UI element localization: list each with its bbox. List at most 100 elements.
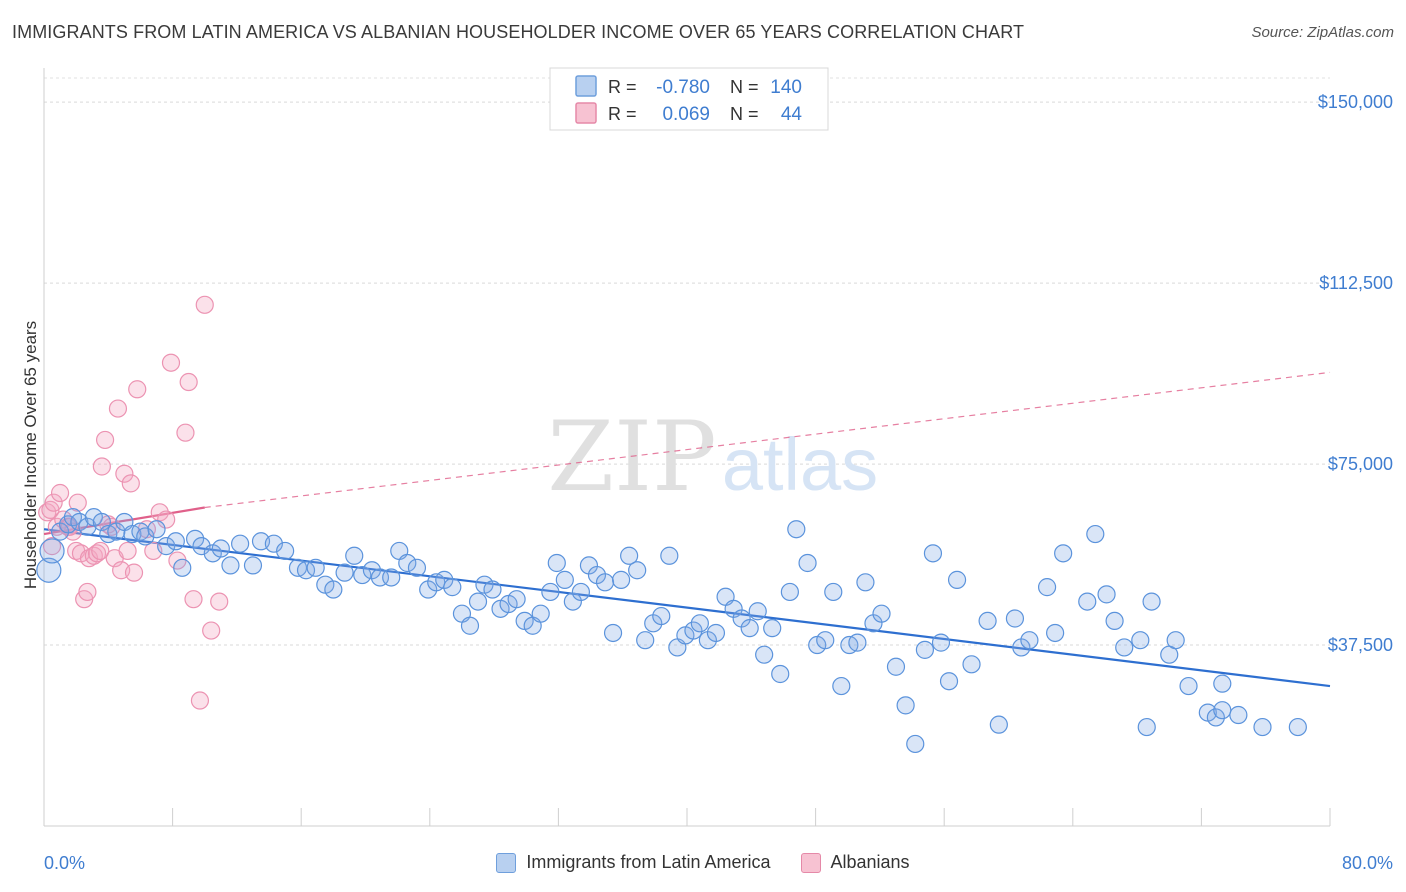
latin-america-point xyxy=(1037,578,1057,597)
latin-america-point xyxy=(460,616,480,635)
latin-america-point xyxy=(1005,609,1025,628)
legend-r-value: 0.069 xyxy=(662,104,710,125)
albanians-trend-extension xyxy=(204,371,1331,509)
albanians-point xyxy=(128,380,147,399)
albanians-point xyxy=(157,510,176,529)
albanians-point xyxy=(50,483,70,503)
latin-america-point xyxy=(382,568,401,587)
albanians-point xyxy=(190,691,210,710)
y-tick-label: $112,500 xyxy=(1319,273,1393,293)
legend-r-value: -0.780 xyxy=(656,77,710,98)
chart-title: IMMIGRANTS FROM LATIN AMERICA VS ALBANIA… xyxy=(12,22,1025,42)
latin-america-point xyxy=(398,553,417,573)
albanians-point xyxy=(87,544,107,563)
latin-america-point xyxy=(690,614,709,633)
albanians-point xyxy=(42,537,62,556)
albanians-point xyxy=(95,430,115,450)
latin-america-point xyxy=(848,633,867,652)
latin-america-point xyxy=(345,546,364,565)
latin-america-point xyxy=(39,538,65,564)
latin-america-point xyxy=(1137,717,1156,737)
albanians-point xyxy=(124,563,144,582)
legend-item-latin-america: Immigrants from Latin America xyxy=(496,852,771,873)
albanians-point xyxy=(78,582,97,602)
latin-america-point xyxy=(1213,701,1232,720)
albanians-point xyxy=(68,493,87,512)
latin-america-point xyxy=(660,546,679,565)
latin-america-point xyxy=(798,553,817,573)
latin-america-point xyxy=(531,604,550,623)
legend-label-albanians: Albanians xyxy=(830,852,910,872)
y-tick-label: $37,500 xyxy=(1328,635,1393,655)
latin-america-point xyxy=(595,573,615,592)
latin-america-point xyxy=(931,633,951,652)
albanians-point xyxy=(38,503,57,522)
latin-america-point xyxy=(541,582,560,602)
watermark-zip: ZIP xyxy=(547,401,716,513)
y-tick-labels: $37,500 $75,000 $112,500 $150,000 xyxy=(1318,92,1393,655)
albanians-point xyxy=(184,590,203,609)
latin-america-point xyxy=(915,640,935,659)
albanians-point xyxy=(44,493,63,512)
latin-america-point xyxy=(173,558,192,577)
latin-america-point xyxy=(824,582,843,602)
albanians-point xyxy=(202,621,221,640)
latin-america-point xyxy=(755,645,774,664)
latin-america-point xyxy=(780,582,799,602)
latin-america-point xyxy=(989,715,1008,734)
latin-america-point xyxy=(684,621,703,640)
latin-america-point xyxy=(468,592,488,611)
source-label: Source: ZipAtlas.com xyxy=(1251,24,1394,41)
latin-america-point xyxy=(221,556,240,575)
latin-america-point xyxy=(906,734,925,754)
latin-america-point xyxy=(620,546,639,565)
latin-america-point xyxy=(1115,638,1134,657)
latin-america-point xyxy=(1020,631,1039,650)
latin-america-point xyxy=(603,623,623,643)
latin-america-point xyxy=(507,590,526,609)
latin-america-point xyxy=(211,539,230,558)
latin-america-point xyxy=(896,696,915,715)
albanians-trend-line xyxy=(43,506,205,536)
latin-america-point xyxy=(1105,611,1124,631)
watermark: ZIP atlas xyxy=(547,401,878,513)
latin-america-point xyxy=(652,606,671,626)
latin-america-point xyxy=(939,672,959,691)
latin-america-point xyxy=(1054,544,1073,563)
latin-america-point xyxy=(856,573,875,592)
latin-america-point xyxy=(78,517,97,536)
latin-america-point xyxy=(1046,623,1065,643)
x-tick-label: 80.0% xyxy=(1342,853,1393,873)
y-axis-label: Householder Income Over 65 years xyxy=(21,321,40,589)
latin-america-point xyxy=(832,676,851,696)
latin-america-trend-line xyxy=(43,528,1331,688)
legend-swatch-pink xyxy=(575,102,597,124)
albanians-point xyxy=(179,372,198,392)
latin-america-point xyxy=(923,544,943,563)
trend-lines xyxy=(43,371,1331,688)
latin-america-point xyxy=(36,557,62,583)
latin-america-point xyxy=(740,619,759,638)
latin-america-point xyxy=(1086,524,1105,544)
legend-r-label: R = xyxy=(608,104,637,124)
latin-america-point xyxy=(555,570,574,589)
y-tick-label: $75,000 xyxy=(1328,454,1393,474)
latin-america-point xyxy=(1131,631,1150,650)
latin-america-point xyxy=(816,631,835,650)
latin-america-point xyxy=(628,561,647,580)
legend-n-value: 140 xyxy=(770,77,802,98)
latin-america-point xyxy=(1179,676,1198,696)
albanians-point xyxy=(115,464,134,483)
latin-america-point xyxy=(1142,592,1161,611)
latin-america-point xyxy=(547,553,566,573)
correlation-legend: R = -0.780 N = 140 R = 0.069 N = 44 xyxy=(549,67,829,131)
latin-america-point xyxy=(748,602,767,621)
latin-america-point xyxy=(186,529,205,548)
latin-america-point xyxy=(192,537,211,556)
latin-america-point xyxy=(335,563,354,582)
latin-america-point xyxy=(407,558,427,577)
latin-america-point xyxy=(1097,585,1116,604)
latin-america-point xyxy=(1206,708,1225,727)
legend-item-albanians: Albanians xyxy=(800,852,910,873)
latin-america-point xyxy=(483,580,502,599)
